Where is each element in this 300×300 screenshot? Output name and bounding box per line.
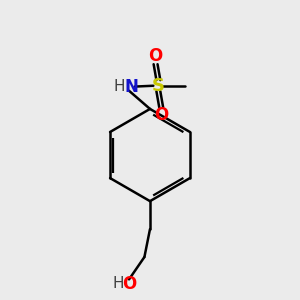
Text: N: N [124,78,138,96]
Text: O: O [154,106,168,124]
Text: O: O [122,274,136,292]
Text: O: O [148,47,163,65]
Text: H: H [113,276,124,291]
Text: H: H [113,79,125,94]
Text: S: S [152,77,165,95]
